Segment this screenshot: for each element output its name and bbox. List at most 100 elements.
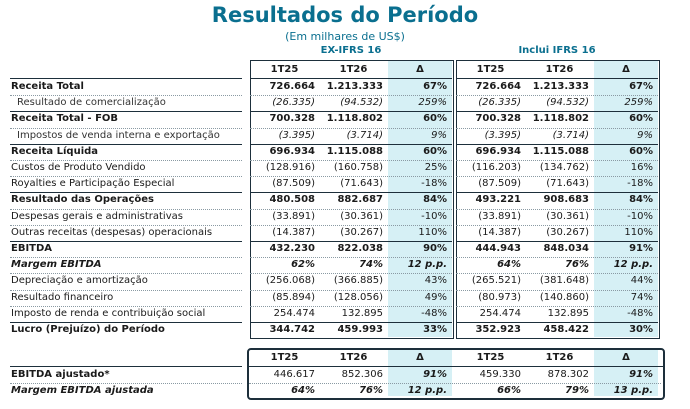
table-row: Depreciação e amortização (256.068) (366.8… bbox=[0, 273, 690, 289]
value-1t26-inc: 1.213.333 bbox=[532, 81, 589, 92]
value-1t26-ex: (128.056) bbox=[333, 291, 383, 303]
value-1t25-inc: 64% bbox=[497, 259, 521, 271]
column-header-delta-ex: Δ bbox=[416, 64, 424, 75]
row-separator-right bbox=[456, 192, 658, 193]
value-1t26-ex: (366.885) bbox=[333, 275, 383, 287]
value-1t25-inc: (116.203) bbox=[471, 162, 521, 173]
value-delta-inc: 12 p.p. bbox=[613, 259, 653, 271]
row-separator-labels bbox=[10, 209, 242, 210]
delta-bottom-bg-left bbox=[388, 348, 452, 396]
header-rule-labels bbox=[10, 78, 242, 79]
value-delta-ex: 25% bbox=[424, 162, 447, 173]
bottom-header-1t26-inc: 1T26 bbox=[545, 352, 574, 363]
value-1t25-inc: 459.330 bbox=[479, 369, 521, 380]
table-row: Resultado das Operações 480.508 882.687 84%… bbox=[0, 192, 690, 208]
row-separator-labels bbox=[10, 322, 242, 323]
table-row: Royalties e Participação Especial (87.509… bbox=[0, 176, 690, 192]
row-separator-left bbox=[250, 176, 452, 177]
row-label: Depreciação e amortização bbox=[11, 275, 148, 287]
row-label: Impostos de venda interna e exportação bbox=[17, 129, 220, 141]
value-1t26-inc: (94.532) bbox=[546, 97, 589, 109]
value-1t26-inc: (30.361) bbox=[546, 210, 589, 222]
value-delta-inc: 13 p.p. bbox=[613, 385, 653, 396]
value-1t26-inc: 848.034 bbox=[543, 243, 589, 254]
value-delta-ex: -10% bbox=[421, 210, 447, 222]
column-header-row: 1T25 1T26 Δ 1T25 1T26 Δ bbox=[0, 62, 690, 78]
value-1t26-inc: 878.302 bbox=[547, 369, 589, 380]
row-separator-right bbox=[456, 144, 658, 145]
value-1t25-inc: 493.221 bbox=[475, 194, 521, 206]
bottom-header-rule bbox=[247, 366, 663, 367]
value-1t26-inc: (140.860) bbox=[539, 291, 589, 303]
row-separator-left bbox=[250, 111, 452, 112]
value-1t26-ex: (30.361) bbox=[340, 210, 383, 222]
row-separator-right bbox=[456, 95, 658, 96]
table-row: Lucro (Prejuízo) do Período 344.742 459.99… bbox=[0, 322, 690, 338]
value-delta-ex: -48% bbox=[421, 307, 447, 319]
table-row: Receita Total 726.664 1.213.333 67% 726.664 1… bbox=[0, 79, 690, 95]
value-1t25-inc: (14.387) bbox=[478, 226, 521, 238]
table-row: Resultado financeiro (85.894) (128.056) 49%… bbox=[0, 290, 690, 306]
value-1t26-inc: (134.762) bbox=[539, 162, 589, 173]
row-label: Receita Total - FOB bbox=[11, 113, 119, 125]
row-separator-right bbox=[456, 209, 658, 210]
row-separator-labels bbox=[10, 111, 242, 112]
row-label: Receita Total bbox=[11, 81, 84, 92]
value-1t26-ex: (30.267) bbox=[340, 226, 383, 238]
value-1t25-ex: 696.934 bbox=[269, 145, 315, 157]
row-separator-left bbox=[250, 192, 452, 193]
value-1t26-ex: 76% bbox=[359, 385, 383, 396]
row-separator-labels bbox=[10, 176, 242, 177]
value-1t25-inc: 254.474 bbox=[479, 307, 521, 319]
bottom-header-delta-inc: Δ bbox=[622, 352, 630, 363]
value-delta-ex: 60% bbox=[423, 145, 447, 157]
value-delta-inc: -48% bbox=[627, 307, 653, 319]
value-1t25-ex: 254.474 bbox=[273, 307, 315, 319]
value-1t26-ex: (160.758) bbox=[333, 162, 383, 173]
value-1t25-inc: (26.335) bbox=[478, 97, 521, 109]
group-header-ex-ifrs: EX-IFRS 16 bbox=[320, 45, 382, 56]
row-separator-left bbox=[250, 95, 452, 96]
value-1t26-ex: (94.532) bbox=[340, 97, 383, 109]
value-1t25-inc: (3.395) bbox=[484, 129, 521, 141]
value-delta-ex: 90% bbox=[423, 243, 447, 254]
value-1t26-inc: (71.643) bbox=[546, 178, 589, 190]
value-1t25-inc: (265.521) bbox=[471, 275, 521, 287]
row-separator-right bbox=[456, 322, 658, 323]
row-separator-right bbox=[456, 111, 658, 112]
bottom-header-row: 1T25 1T26 Δ 1T25 1T26 Δ bbox=[0, 350, 690, 366]
row-separator-left bbox=[250, 322, 452, 323]
table-row: Custos de Produto Vendido (128.916) (160.7… bbox=[0, 160, 690, 176]
row-separator-labels bbox=[10, 257, 242, 258]
value-delta-inc: 16% bbox=[630, 162, 653, 173]
row-separator-left bbox=[250, 144, 452, 145]
value-1t26-ex: 1.115.088 bbox=[326, 145, 383, 157]
row-separator-right bbox=[456, 290, 658, 291]
value-1t25-inc: 352.923 bbox=[475, 324, 521, 335]
delta-bottom-bg-right bbox=[594, 348, 658, 396]
value-delta-ex: 110% bbox=[418, 226, 447, 238]
value-delta-inc: -10% bbox=[627, 210, 653, 222]
value-1t26-ex: 852.306 bbox=[341, 369, 383, 380]
table-row: Receita Total - FOB 700.328 1.118.802 60% 70… bbox=[0, 111, 690, 127]
table-box-inclui-ifrs bbox=[456, 60, 660, 339]
row-label: EBITDA ajustado* bbox=[11, 369, 110, 380]
row-separator-labels bbox=[10, 225, 242, 226]
row-label: Imposto de renda e contribuição social bbox=[11, 307, 206, 319]
page-title: Resultados do Período bbox=[211, 3, 479, 27]
column-header-1t26-inc: 1T26 bbox=[545, 64, 574, 75]
value-1t26-inc: 76% bbox=[565, 259, 589, 271]
value-1t25-ex: (33.891) bbox=[272, 210, 315, 222]
bottom-row: Margem EBITDA ajustada 64% 76% 12 p.p. 66% 79… bbox=[0, 383, 690, 399]
value-delta-ex: 43% bbox=[424, 275, 447, 287]
bottom-row-separator-labels bbox=[10, 383, 242, 384]
group-header-inclui-ifrs: Inclui IFRS 16 bbox=[518, 45, 596, 56]
value-delta-inc: 9% bbox=[637, 129, 653, 141]
table-row: EBITDA 432.230 822.038 90% 444.943 848.034 91% bbox=[0, 241, 690, 257]
row-separator-labels bbox=[10, 95, 242, 96]
value-1t25-inc: 696.934 bbox=[475, 145, 521, 157]
row-label: Margem EBITDA bbox=[11, 259, 102, 271]
value-1t26-ex: 1.118.802 bbox=[326, 113, 383, 125]
value-1t26-inc: (3.714) bbox=[552, 129, 589, 141]
bottom-row-separator bbox=[249, 383, 661, 384]
